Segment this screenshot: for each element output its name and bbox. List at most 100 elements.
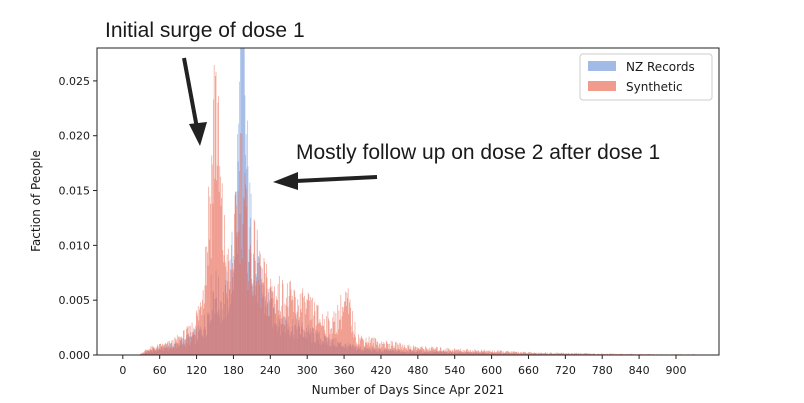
synthetic-bar <box>592 353 594 355</box>
synthetic-bar <box>414 348 415 355</box>
x-tick-label: 660 <box>518 364 539 377</box>
synthetic-bar <box>580 353 582 355</box>
synthetic-bar <box>510 353 511 355</box>
synthetic-bar <box>496 351 498 355</box>
synthetic-bar <box>593 353 594 355</box>
synthetic-bar <box>310 297 312 355</box>
synthetic-bar <box>213 65 215 355</box>
synthetic-bar <box>511 352 513 355</box>
synthetic-bar <box>386 341 388 355</box>
synthetic-bar <box>495 352 497 355</box>
synthetic-bar <box>200 302 202 355</box>
synthetic-bar <box>550 353 552 355</box>
synthetic-bar <box>535 353 537 355</box>
synthetic-bar <box>297 305 299 355</box>
synthetic-bar <box>598 353 600 355</box>
synthetic-bar <box>376 341 378 355</box>
synthetic-bar <box>249 227 251 355</box>
synthetic-bar <box>152 346 154 355</box>
synthetic-bar <box>262 282 264 355</box>
synthetic-bar <box>541 353 543 355</box>
synthetic-bar <box>476 351 478 355</box>
x-axis-label: Number of Days Since Apr 2021 <box>312 383 505 397</box>
synthetic-bar <box>289 281 291 355</box>
synthetic-bar <box>189 336 190 355</box>
synthetic-bar <box>270 278 272 355</box>
nz-records-bar <box>237 134 238 355</box>
synthetic-bar <box>543 353 545 355</box>
synthetic-bar <box>382 341 384 355</box>
synthetic-bar <box>609 353 611 355</box>
synthetic-bar <box>557 353 559 355</box>
synthetic-bar <box>168 346 170 355</box>
synthetic-bar <box>387 343 388 355</box>
synthetic-bar <box>154 348 155 355</box>
synthetic-bar <box>436 346 438 355</box>
synthetic-bar <box>461 350 463 355</box>
synthetic-bar <box>206 246 208 355</box>
x-tick-label: 720 <box>555 364 576 377</box>
synthetic-bar <box>534 352 536 355</box>
synthetic-bar <box>195 325 197 355</box>
synthetic-bar <box>210 203 211 355</box>
synthetic-bar <box>218 96 219 355</box>
synthetic-bar <box>556 353 557 355</box>
synthetic-bar <box>533 352 535 355</box>
synthetic-bar <box>185 338 187 355</box>
synthetic-bar <box>554 353 556 355</box>
synthetic-bar <box>628 353 629 355</box>
synthetic-bar <box>448 348 450 355</box>
synthetic-bar <box>158 349 160 355</box>
synthetic-bar <box>254 221 256 355</box>
synthetic-bar <box>329 328 331 355</box>
legend-label-nz-records: NZ Records <box>626 60 695 74</box>
synthetic-bar <box>393 348 395 355</box>
synthetic-bar <box>262 282 264 355</box>
synthetic-bar <box>208 186 210 355</box>
synthetic-bar <box>179 344 181 355</box>
synthetic-bar <box>345 291 347 355</box>
synthetic-bar <box>368 342 369 355</box>
synthetic-bar <box>409 349 411 355</box>
synthetic-bar <box>216 165 218 355</box>
synthetic-bar <box>419 349 421 355</box>
synthetic-bar <box>482 350 484 355</box>
synthetic-bar <box>191 322 193 355</box>
synthetic-bar <box>485 351 487 355</box>
synthetic-bar <box>385 347 387 355</box>
synthetic-bar <box>390 340 392 355</box>
synthetic-bar <box>282 279 283 355</box>
synthetic-bar <box>271 286 273 355</box>
synthetic-bar <box>336 332 337 355</box>
synthetic-bar <box>176 335 178 355</box>
synthetic-bar <box>277 300 278 355</box>
synthetic-bar <box>364 345 366 355</box>
synthetic-bar <box>207 265 209 355</box>
x-tick-label: 180 <box>223 364 244 377</box>
synthetic-bar <box>551 352 553 355</box>
synthetic-bar <box>545 352 546 355</box>
y-tick-label: 0.020 <box>59 130 91 143</box>
synthetic-bar <box>567 353 568 355</box>
synthetic-bar <box>282 283 284 355</box>
synthetic-bar <box>224 262 226 355</box>
plot-frame <box>96 47 720 356</box>
synthetic-bar <box>225 266 227 355</box>
synthetic-bar <box>355 336 356 355</box>
synthetic-bar <box>601 353 603 355</box>
synthetic-bar <box>428 347 430 355</box>
synthetic-bar <box>248 261 250 355</box>
synthetic-bar <box>620 353 622 355</box>
synthetic-bar <box>309 301 310 355</box>
synthetic-bar <box>630 353 632 355</box>
synthetic-bar <box>640 353 642 355</box>
synthetic-bar <box>597 353 599 355</box>
synthetic-bar <box>344 301 345 355</box>
synthetic-bar <box>431 346 433 355</box>
synthetic-bar <box>260 308 262 355</box>
synthetic-bar <box>585 353 586 355</box>
synthetic-bar <box>291 300 293 355</box>
synthetic-bar <box>471 350 473 355</box>
synthetic-bar <box>347 297 348 355</box>
synthetic-bar <box>353 337 355 355</box>
